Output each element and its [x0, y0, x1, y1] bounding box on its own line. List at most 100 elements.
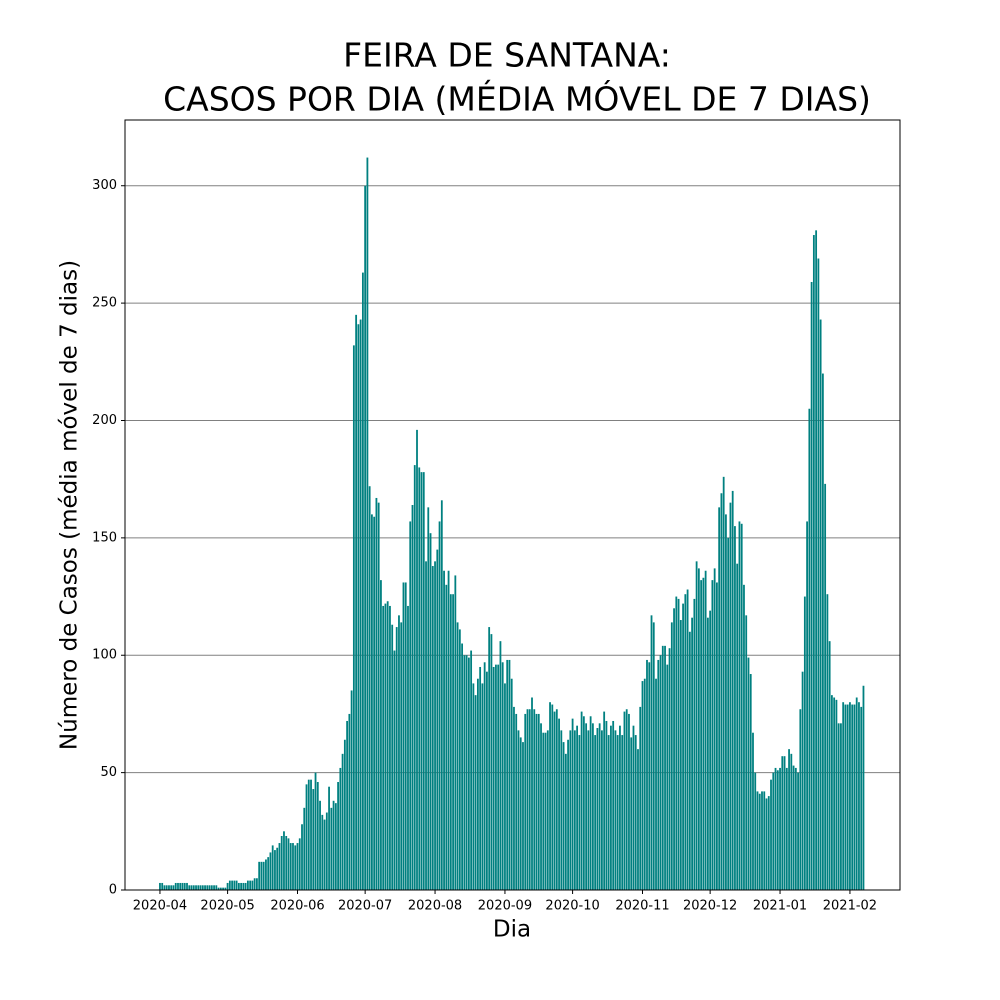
- bar: [391, 624, 394, 890]
- bar: [301, 824, 303, 890]
- x-tick-label: 2021-01: [753, 899, 807, 914]
- bar: [231, 880, 234, 890]
- bar: [366, 157, 369, 890]
- bar: [197, 885, 200, 890]
- bar: [684, 594, 687, 890]
- bar: [215, 885, 218, 890]
- bar: [659, 655, 662, 890]
- bar: [452, 594, 454, 890]
- bar: [697, 568, 700, 890]
- bar: [808, 408, 811, 890]
- bar: [413, 465, 416, 890]
- bar: [727, 537, 730, 890]
- bar: [779, 767, 781, 890]
- bar: [208, 885, 211, 890]
- bar: [411, 505, 414, 890]
- bar: [278, 843, 281, 890]
- bar: [222, 887, 224, 890]
- bar: [632, 725, 635, 890]
- bar: [576, 725, 579, 890]
- bar: [422, 472, 425, 890]
- bar: [634, 735, 637, 890]
- bar: [562, 742, 565, 890]
- bar: [305, 784, 308, 890]
- bar: [752, 732, 754, 890]
- bar: [276, 847, 279, 890]
- bar: [776, 770, 779, 890]
- bar: [591, 723, 594, 890]
- x-tick-label: 2020-12: [683, 899, 737, 914]
- bar: [292, 843, 294, 890]
- bar: [321, 814, 324, 890]
- bar: [339, 767, 342, 890]
- bar: [271, 845, 274, 890]
- bar: [571, 718, 574, 890]
- bar: [788, 749, 790, 890]
- bar: [515, 713, 518, 890]
- bar: [330, 807, 333, 890]
- bar: [806, 521, 809, 890]
- bar: [682, 603, 684, 890]
- bar: [648, 662, 651, 890]
- y-tick-label: 200: [92, 413, 117, 428]
- bar: [332, 800, 335, 890]
- bar: [614, 730, 617, 890]
- bar: [774, 767, 777, 890]
- bar: [504, 683, 506, 890]
- bar: [409, 521, 412, 890]
- bar: [434, 561, 436, 890]
- bar: [641, 681, 644, 890]
- bar: [702, 577, 705, 890]
- bar: [828, 641, 831, 890]
- bar: [159, 882, 161, 890]
- bar: [289, 843, 292, 890]
- bar: [186, 882, 188, 890]
- x-axis-label: Dia: [493, 917, 531, 943]
- bar: [564, 753, 567, 890]
- bar: [256, 878, 258, 890]
- bar: [709, 610, 712, 890]
- bar: [488, 627, 491, 890]
- bar: [610, 725, 612, 890]
- bar: [603, 711, 606, 890]
- bar: [479, 666, 482, 890]
- bar: [497, 664, 500, 890]
- bar: [474, 695, 477, 890]
- bar: [535, 713, 538, 890]
- bar: [395, 627, 398, 890]
- bar: [831, 695, 833, 890]
- bar: [761, 791, 763, 890]
- bar: [481, 683, 484, 890]
- bar: [172, 885, 175, 890]
- bar: [700, 580, 703, 890]
- bar: [490, 634, 493, 890]
- x-tick-label: 2020-10: [545, 899, 599, 914]
- bar: [655, 678, 657, 890]
- bar: [840, 723, 842, 890]
- bar: [625, 709, 628, 890]
- bar: [725, 514, 727, 890]
- bar: [458, 629, 461, 890]
- bar: [858, 702, 860, 890]
- bar: [364, 185, 367, 891]
- bar: [346, 720, 349, 890]
- bar: [501, 662, 504, 890]
- bar: [821, 373, 824, 890]
- bar: [749, 674, 752, 890]
- bar: [695, 561, 698, 890]
- bar: [605, 720, 608, 890]
- bar: [341, 753, 344, 890]
- bar: [754, 772, 757, 890]
- bar: [553, 711, 556, 890]
- y-tick-label: 0: [109, 883, 117, 898]
- bar: [846, 704, 849, 890]
- bar: [549, 702, 551, 890]
- bar: [402, 582, 405, 890]
- bar: [224, 887, 227, 890]
- bar: [643, 678, 646, 890]
- bar: [325, 812, 328, 890]
- bar: [668, 648, 671, 890]
- bar: [578, 735, 581, 890]
- bar: [174, 882, 177, 890]
- x-tick-label: 2020-07: [338, 899, 392, 914]
